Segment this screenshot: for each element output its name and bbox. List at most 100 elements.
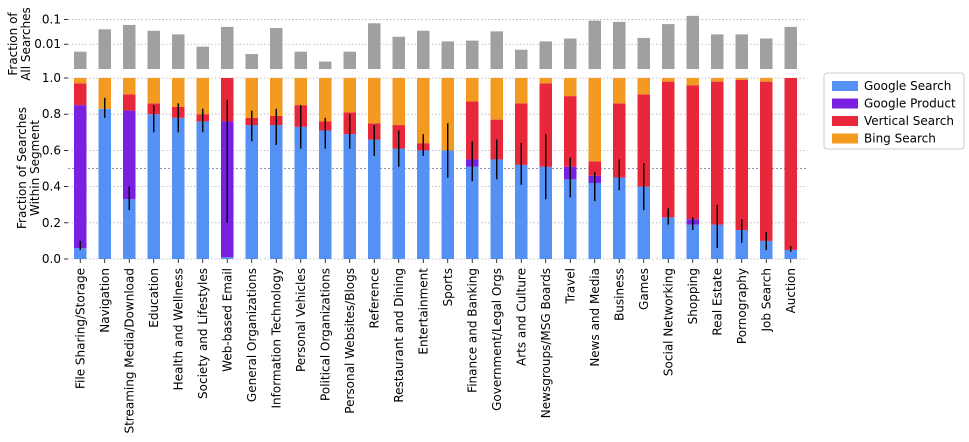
- top-bar: [74, 51, 87, 69]
- bottom-ytick-label: 1.0: [42, 71, 61, 85]
- x-tick-label: Reference: [367, 268, 381, 328]
- bar-google-search: [466, 166, 479, 259]
- top-bar: [368, 23, 381, 69]
- bar-google-search: [270, 125, 283, 259]
- bar-google-search: [613, 177, 626, 259]
- bar-vertical-search: [711, 81, 724, 225]
- top-ylabel: Fraction of: [6, 12, 20, 76]
- x-tick-label: Political Organizations: [318, 268, 332, 401]
- x-tick-label: Navigation: [98, 268, 112, 333]
- bar-vertical-search: [735, 79, 748, 231]
- bar-google-search: [98, 108, 111, 260]
- bar-google-search: [319, 130, 332, 259]
- bar-google-search: [539, 166, 552, 259]
- bar-google-search: [735, 230, 748, 259]
- top-bar: [392, 36, 405, 69]
- bar-google-product: [74, 105, 87, 249]
- top-bar: [760, 38, 773, 69]
- bottom-ytick-label: 0.0: [42, 252, 61, 266]
- x-tick-label: Job Search: [759, 268, 773, 333]
- bar-bing-search: [74, 78, 87, 84]
- top-bar: [735, 34, 748, 69]
- bottom-panel: 0.0 0.2 0.4 0.6 0.8 1.0 Fraction of Searches Wi…: [15, 71, 807, 266]
- bar-bing-search: [711, 78, 724, 82]
- x-tick-label: Entertainment: [416, 268, 430, 355]
- bar-google-search: [490, 159, 503, 259]
- legend-label: Bing Search: [864, 132, 936, 146]
- legend-swatch: [832, 116, 858, 126]
- bar-google-search: [441, 150, 454, 259]
- bar-bing-search: [172, 78, 185, 107]
- x-tick-label: Arts and Culture: [514, 268, 528, 366]
- top-ylabel: All Searches: [19, 7, 33, 81]
- x-tick-label: Auction: [784, 268, 798, 313]
- legend-box: [823, 72, 965, 150]
- bar-vertical-search: [515, 103, 528, 165]
- top-bar: [662, 24, 675, 69]
- bar-bing-search: [270, 78, 283, 117]
- bar-google-search: [196, 121, 209, 259]
- bar-google-search: [637, 186, 650, 259]
- top-bar: [686, 15, 699, 69]
- legend-swatch: [832, 81, 858, 91]
- legend-swatch: [832, 133, 858, 144]
- x-tick-label: Shopping: [686, 268, 700, 324]
- bar-bing-search: [441, 78, 454, 151]
- top-bar: [245, 54, 258, 69]
- bottom-ytick-label: 0.4: [42, 180, 61, 194]
- top-bar: [319, 61, 332, 69]
- bar-google-search: [515, 164, 528, 259]
- x-tick-label: Finance and Banking: [465, 268, 479, 393]
- bar-google-search: [392, 148, 405, 259]
- top-bar: [123, 24, 136, 69]
- x-tick-label: Society and Lifestyles: [196, 268, 210, 399]
- bar-google-search: [172, 117, 185, 259]
- bottom-ytick-label: 0.8: [42, 107, 61, 121]
- bar-bing-search: [564, 78, 577, 97]
- bar-vertical-search: [760, 81, 773, 241]
- bar-google-search: [368, 139, 381, 259]
- bar-google-search: [245, 125, 258, 259]
- bar-bing-search: [245, 78, 258, 118]
- top-bar: [147, 30, 160, 69]
- bar-bing-search: [196, 78, 209, 115]
- bar-google-search: [294, 126, 307, 260]
- x-tick-label: File Sharing/Storage: [73, 268, 87, 389]
- legend-label: Google Product: [864, 97, 956, 111]
- bar-bing-search: [588, 78, 601, 162]
- bar-vertical-search: [613, 103, 626, 178]
- top-bar: [441, 41, 454, 69]
- bar-bing-search: [319, 78, 332, 122]
- bottom-ytick-label: 0.6: [42, 143, 61, 157]
- bar-bing-search: [466, 78, 479, 102]
- top-bar: [490, 31, 503, 69]
- bar-google-search: [784, 249, 797, 259]
- top-bar: [564, 38, 577, 69]
- x-tick-label: Restaurant and Dining: [392, 268, 406, 403]
- bar-google-search: [74, 248, 87, 259]
- bar-bing-search: [613, 78, 626, 104]
- top-bar: [466, 40, 479, 69]
- top-bar: [417, 30, 430, 69]
- bar-bing-search: [735, 78, 748, 80]
- top-panel: 0.1 0.01 Fraction of All Searches: [6, 7, 807, 81]
- x-tick-label: Personal Websites/Blogs: [343, 268, 357, 414]
- x-axis-labels: File Sharing/Storage Navigation Streaming …: [73, 268, 798, 434]
- top-bar: [196, 46, 209, 69]
- bar-google-search: [588, 182, 601, 259]
- bar-vertical-search: [74, 83, 87, 106]
- top-bar: [343, 51, 356, 69]
- top-bar: [539, 41, 552, 69]
- x-tick-label: Sports: [441, 268, 455, 306]
- top-bar: [613, 21, 626, 70]
- x-tick-label: Games: [637, 268, 651, 310]
- bar-vertical-search: [539, 83, 552, 167]
- bar-vertical-search: [662, 81, 675, 218]
- top-bar: [588, 20, 601, 69]
- bar-bing-search: [490, 78, 503, 120]
- bar-bing-search: [368, 78, 381, 124]
- x-tick-label: Health and Wellness: [171, 268, 185, 390]
- bar-google-product: [123, 110, 136, 200]
- x-tick-label: Personal Vehicles: [294, 268, 308, 372]
